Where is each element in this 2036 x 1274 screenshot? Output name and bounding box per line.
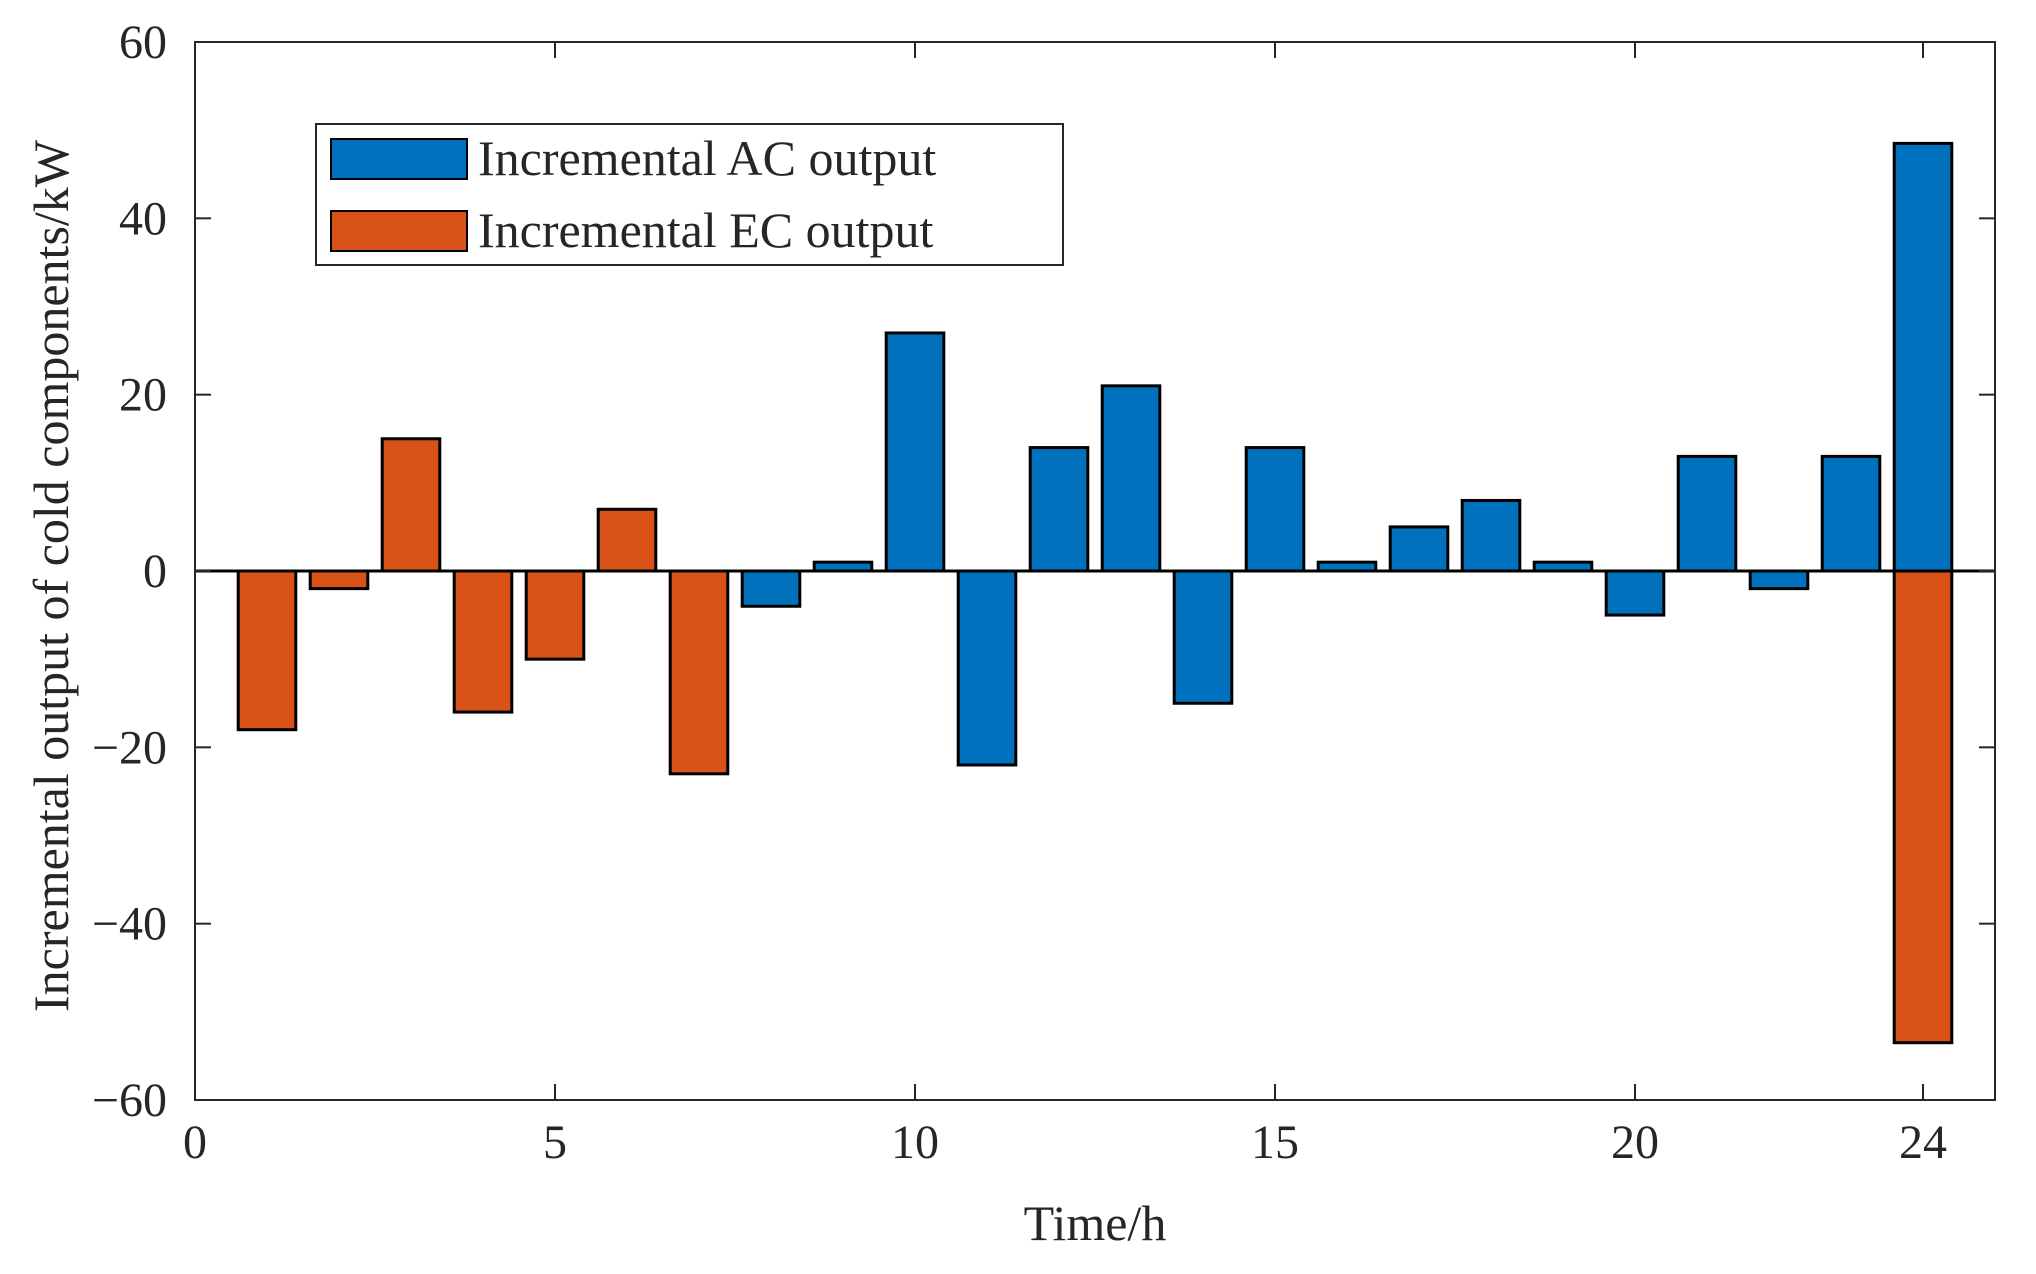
y-tick-label: 20 — [119, 369, 167, 422]
y-tick-label: 0 — [143, 545, 167, 598]
bar-ec-t24 — [1892, 569, 1954, 1045]
bar-ac-t18 — [1460, 498, 1522, 573]
x-axis-label: Time/h — [1024, 1195, 1167, 1251]
bar-ac-t23 — [1820, 454, 1882, 573]
bar-ac-t11 — [956, 569, 1018, 767]
bar-ac-t24 — [1892, 141, 1954, 573]
y-axis-label: Incremental output of cold components/kW — [23, 139, 79, 1012]
legend-label-ac: Incremental AC output — [478, 130, 936, 186]
legend: Incremental AC output Incremental EC out… — [315, 123, 1064, 266]
y-tick-label: −40 — [92, 898, 167, 951]
legend-label-ec: Incremental EC output — [478, 202, 934, 258]
bar-ac-t20 — [1604, 569, 1666, 617]
bar-ec-t5 — [524, 569, 586, 661]
bar-ac-t10 — [884, 331, 946, 573]
bar-ac-t15 — [1244, 446, 1306, 573]
y-tick-label: 60 — [119, 16, 167, 69]
legend-swatch-ec — [330, 210, 468, 252]
bar-ec-t1 — [236, 569, 298, 732]
y-tick-label: 40 — [119, 192, 167, 245]
bar-ec-t2 — [308, 569, 370, 591]
bar-ec-t4 — [452, 569, 514, 714]
x-tick-label: 15 — [1251, 1116, 1299, 1169]
bar-ac-t17 — [1388, 525, 1450, 573]
x-tick-label: 0 — [183, 1116, 207, 1169]
tick-labels-group: 0 5 10 15 20 24 −60 −40 −20 0 20 40 60 — [92, 16, 1947, 1169]
y-tick-label: −20 — [92, 721, 167, 774]
bars-group — [236, 141, 1954, 1045]
bar-ac-t12 — [1028, 446, 1090, 573]
bar-ec-t7 — [668, 569, 730, 776]
bar-ec-t3 — [380, 437, 442, 573]
x-tick-label: 10 — [891, 1116, 939, 1169]
x-tick-label: 5 — [543, 1116, 567, 1169]
bar-ec-t6 — [596, 507, 658, 573]
x-tick-label: 20 — [1611, 1116, 1659, 1169]
bar-ac-t21 — [1676, 454, 1738, 573]
x-tick-label: 24 — [1899, 1116, 1947, 1169]
bar-ac-t13 — [1100, 384, 1162, 573]
legend-swatch-ac — [330, 138, 468, 180]
bar-ac-t14 — [1172, 569, 1234, 705]
ticks-group — [194, 41, 1995, 1101]
bar-ac-t22 — [1748, 569, 1810, 591]
y-tick-label: −60 — [92, 1074, 167, 1127]
bar-ac-t8 — [740, 569, 802, 608]
